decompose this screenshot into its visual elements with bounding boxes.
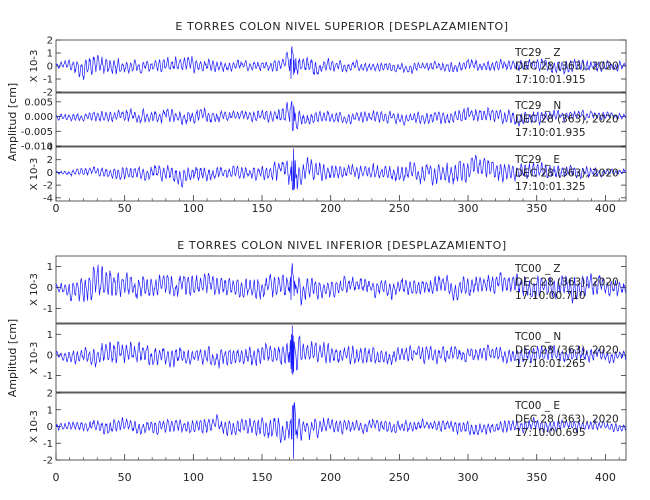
panel-tc00-e: 2 1 0 -1 -2 X 10-3 TC00 _ E DEC 28 (363), 20201… xyxy=(29,389,627,467)
y-tick-label: -2 xyxy=(43,88,53,99)
scale-label: X 10-3 xyxy=(29,342,40,375)
y-tick-label: 2 xyxy=(47,389,53,400)
annotation-time: 17:10:01.325 xyxy=(515,181,586,193)
y-tick-label: -1 xyxy=(43,439,53,450)
panel-frame xyxy=(55,255,627,324)
y-tick-label: -2 xyxy=(43,181,53,192)
y-tick-label: 2 xyxy=(47,36,53,47)
annotation-date: DEC 28 (363), 2020 xyxy=(515,168,619,180)
y-tick-label: 1 xyxy=(47,330,53,341)
annotation-time: 17:10:01.265 xyxy=(515,358,586,370)
annotation-date: DEC 28 (363), 2020 xyxy=(515,277,619,289)
x-tick-label: 250 xyxy=(389,202,410,215)
y-tick-label: -0.010 xyxy=(21,142,53,153)
y-tick-label: 1 xyxy=(47,49,53,60)
figure-title-inferior: E TORRES COLON NIVEL INFERIOR [DESPLAZAM… xyxy=(177,239,506,252)
annotation-time: 17:10:01.915 xyxy=(515,74,586,86)
figure-superior: E TORRES COLON NIVEL SUPERIOR [DESPLAZAM… xyxy=(6,20,627,215)
scale-label: X 10-3 xyxy=(29,410,40,443)
y-tick-label: -4 xyxy=(43,193,53,204)
x-tick-label: 350 xyxy=(526,471,547,484)
waveform-line xyxy=(55,46,627,80)
waveform-line xyxy=(55,263,627,307)
panel-frame xyxy=(55,146,627,202)
y-tick-label: 4 xyxy=(47,143,53,154)
y-tick-label: 0 xyxy=(47,283,53,294)
waveform-line xyxy=(55,325,627,375)
y-axis-label-superior: Amplitud [cm] xyxy=(6,83,19,161)
y-tick-label: -1 xyxy=(43,304,53,315)
y-tick-label: -0.005 xyxy=(21,127,53,138)
y-tick-label: 0 xyxy=(47,168,53,179)
x-tick-label: 250 xyxy=(389,471,410,484)
panel-frame xyxy=(55,323,627,393)
x-tick-label: 50 xyxy=(118,202,132,215)
panel-tc29-e: 42 0 -2-4X 10-3 TC29 _ E DEC 28 (363), 20201… xyxy=(29,143,627,204)
y-tick-label: 1 xyxy=(47,405,53,416)
panel-tc29-n: 0.005 0.000 -0.005 -0.010 TC29 _ N DEC 28 (36… xyxy=(21,92,627,153)
x-tick-label: 200 xyxy=(320,202,341,215)
annotation-station: TC29 _ Z xyxy=(514,47,561,59)
x-tick-label: 0 xyxy=(53,471,60,484)
annotation-date: DEC 28 (363), 2020 xyxy=(515,61,619,73)
y-tick-label: -1 xyxy=(43,75,53,86)
annotation-station: TC00 _ E xyxy=(514,400,560,412)
x-tick-label: 300 xyxy=(458,471,479,484)
x-tick-label: 50 xyxy=(118,471,132,484)
x-tick-label: 400 xyxy=(595,202,616,215)
scale-label: X 10-3 xyxy=(29,273,40,306)
waveform-line xyxy=(55,148,627,191)
waveform-line xyxy=(55,101,627,132)
x-tick-label: 150 xyxy=(252,471,273,484)
annotation-date: DEC 28 (363), 2020 xyxy=(515,114,619,126)
y-tick-label: 1 xyxy=(47,262,53,273)
y-tick-label: 0 xyxy=(47,422,53,433)
annotation-station: TC00 _ N xyxy=(514,331,561,343)
y-tick-label: 0.000 xyxy=(24,112,53,123)
annotation-time: 17:10:01.935 xyxy=(515,127,586,139)
x-tick-label: 400 xyxy=(595,471,616,484)
y-tick-label: -1 xyxy=(43,371,53,382)
waveform-line xyxy=(55,402,627,459)
annotation-date: DEC 28 (363), 2020 xyxy=(515,345,619,357)
panel-tc00-z: 1 0 -1X 10-3 TC00 _ Z DEC 28 (363), 202017:1… xyxy=(29,255,627,324)
annotation-station: TC00 _ Z xyxy=(514,263,561,275)
y-tick-label: 2 xyxy=(47,155,53,166)
y-tick-label: 0 xyxy=(47,62,53,73)
x-tick-label: 100 xyxy=(183,202,204,215)
annotation-time: 17:10:00.695 xyxy=(515,427,586,439)
scale-label: X 10-3 xyxy=(29,158,40,191)
y-tick-label: 0 xyxy=(47,350,53,361)
figure-inferior: E TORRES COLON NIVEL INFERIOR [DESPLAZAM… xyxy=(6,239,627,484)
panel-tc00-n: 1 0 -1X 10-3 TC00 _ N DEC 28 (363), 202017:1… xyxy=(29,323,627,393)
y-tick-label: 0.005 xyxy=(24,97,53,108)
annotation-date: DEC 28 (363), 2020 xyxy=(515,414,619,426)
figure-title-superior: E TORRES COLON NIVEL SUPERIOR [DESPLAZAM… xyxy=(175,20,508,33)
y-axis-label-inferior: Amplitud [cm] xyxy=(6,319,19,397)
x-tick-label: 0 xyxy=(53,202,60,215)
annotation-time: 17:10:00.710 xyxy=(515,290,586,302)
x-tick-label: 300 xyxy=(458,202,479,215)
x-tick-label: 350 xyxy=(526,202,547,215)
y-tick-label: -2 xyxy=(43,456,53,467)
x-tick-label: 100 xyxy=(183,471,204,484)
x-tick-label: 150 xyxy=(252,202,273,215)
panel-frame xyxy=(55,92,627,147)
annotation-station: TC29 _ E xyxy=(514,154,560,166)
x-tick-label: 200 xyxy=(320,471,341,484)
annotation-station: TC29 _ N xyxy=(514,100,561,112)
scale-label: X 10-3 xyxy=(29,50,40,83)
panel-tc29-z: 2 1 0 -1 -2X 10-3 TC29 _ Z DEC 28 (363), 20201… xyxy=(29,36,627,99)
